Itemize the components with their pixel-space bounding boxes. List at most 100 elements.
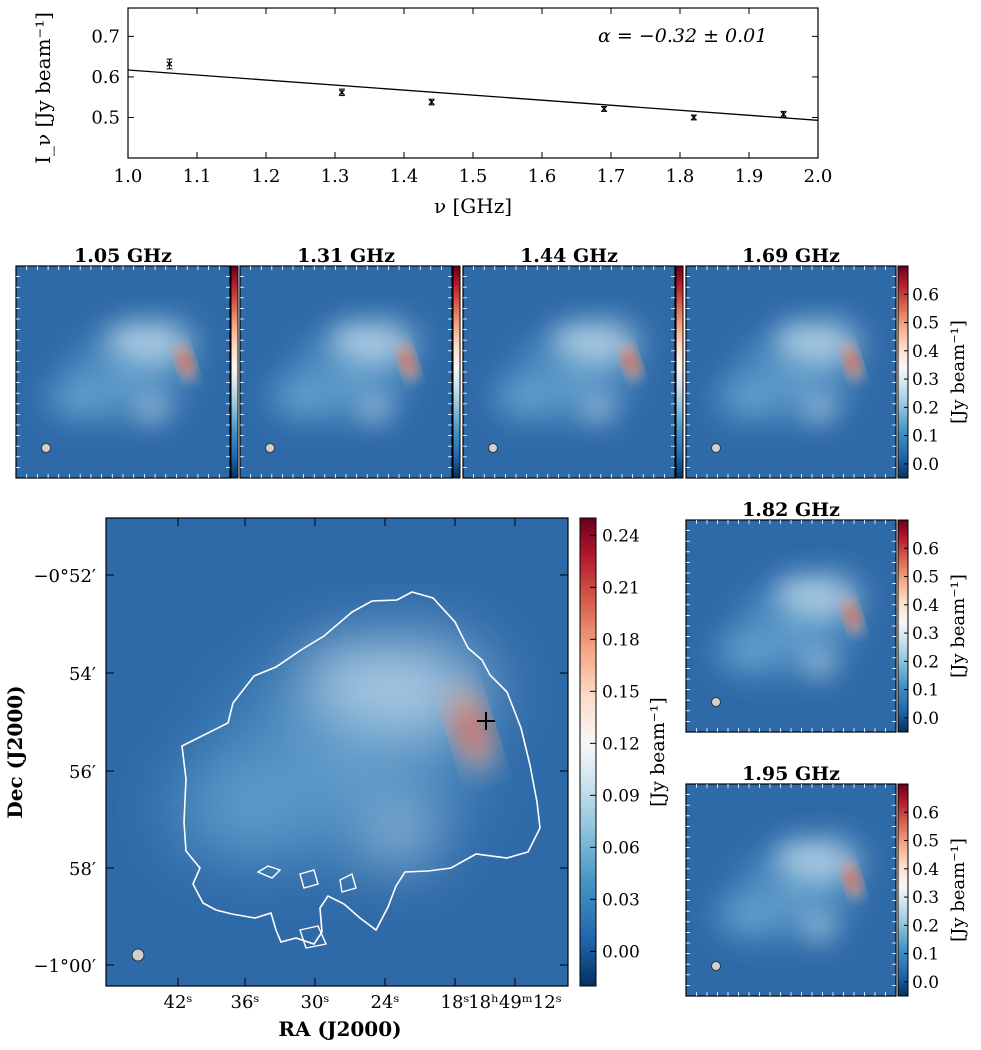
- map-panel-colorbar-tick-label: 0.3: [912, 888, 939, 908]
- spectrum-x-tick-label: 1.7: [597, 166, 626, 187]
- main-colorbar-tick-label: 0.06: [602, 838, 640, 858]
- map-panel-beam: [41, 443, 51, 453]
- main-colorbar-tick-label: 0.09: [602, 786, 640, 806]
- spectrum-x-tick-label: 1.9: [735, 166, 764, 187]
- map-panel-beam: [488, 443, 498, 453]
- spectral-index-annotation: α = −0.32 ± 0.01: [598, 25, 767, 47]
- map-panel-colorbar-tick-label: 0.1: [912, 945, 939, 965]
- map-panel-colorbar-tick-label: 0.3: [912, 624, 939, 644]
- main-map-x-tick-label: 36ˢ: [231, 992, 260, 1013]
- map-panel-colorbar-tick-label: 0.2: [912, 916, 939, 936]
- main-colorbar-tick-label: 0.15: [602, 682, 640, 702]
- spectrum-y-tick-label: 0.6: [91, 67, 120, 88]
- spectrum-point: [428, 98, 435, 106]
- spectrum-fit-line: [127, 69, 819, 121]
- map-panel-colorbar-tick-label: 0.3: [912, 370, 939, 390]
- map-panel-colorbar: [452, 265, 461, 479]
- main-map-frame: [105, 517, 569, 987]
- spectrum-x-tick-label: 1.1: [183, 166, 212, 187]
- spectrum-plot: 1.0 1.1 1.2 1.3 1.4 1.5 1.6 1.7 1.8 1.9 2.0 0.5 0.6…: [31, 7, 833, 218]
- spectrum-x-tick-label: 1.4: [390, 166, 419, 187]
- map-panel: 1.31 GHz: [239, 245, 461, 479]
- main-map-x-tick-label: 42ˢ: [164, 992, 193, 1013]
- map-panel-colorbar-tick-label: 0.4: [912, 342, 939, 362]
- main-map-x-tick-label: 24ˢ: [371, 992, 400, 1013]
- map-panel-colorbar-tick-label: 0.5: [912, 568, 939, 588]
- spectrum-y-tick-label: 0.5: [91, 107, 120, 128]
- main-map-y-ticks: −0°52′ 54′ 56′ 58′ −1°00′: [33, 566, 568, 977]
- main-colorbar-tick-label: 0.18: [602, 630, 640, 650]
- main-map-x-tick-label: 18ʰ49ᵐ12ˢ: [468, 992, 562, 1013]
- map-panel-colorbar-label: [Jy beam⁻¹]: [948, 574, 969, 678]
- map-panel-colorbar-tick-label: 0.4: [912, 596, 939, 616]
- map-panel-colorbar: [675, 265, 684, 479]
- map-panel-colorbar-tick-label: 0.4: [912, 860, 939, 880]
- map-panel-colorbar-tick-label: 0.6: [912, 285, 939, 305]
- map-panel-colorbar-tick-label: 0.2: [912, 398, 939, 418]
- spectrum-point: [690, 114, 697, 121]
- spectrum-x-tick-label: 1.3: [321, 166, 350, 187]
- main-map-contour: [181, 591, 541, 945]
- spectrum-x-label: ν [GHz]: [434, 194, 512, 218]
- spectrum-y-tick-label: 0.7: [91, 26, 120, 47]
- map-panel-colorbar-tick-label: 0.6: [912, 539, 939, 559]
- spectrum-point: [338, 88, 345, 97]
- spectrum-point: [780, 110, 787, 118]
- map-panel-colorbar-tick-label: 0.0: [912, 973, 939, 993]
- map-panel-colorbar-tick-label: 0.5: [912, 832, 939, 852]
- map-panel-colorbar: [897, 519, 909, 733]
- map-panel: 1.95 GHz 0.0 0.1 0.2 0.3 0.4 0.5 0.6 [Jy beam⁻¹]: [685, 763, 969, 997]
- map-panel: 1.69 GHz 0.0 0.1 0.2 0.3 0.4 0.5 0.6 [Jy beam⁻¹]: [685, 245, 969, 479]
- map-panel-beam: [711, 697, 721, 707]
- spectrum-point: [601, 106, 608, 112]
- map-panel-colorbar-tick-label: 0.6: [912, 803, 939, 823]
- map-panel-beam: [711, 961, 721, 971]
- main-map-y-tick-label: 58′: [69, 859, 96, 880]
- main-map-y-tick-label: −0°52′: [33, 566, 96, 587]
- main-colorbar-tick-label: 0.21: [602, 578, 640, 598]
- spectrum-x-tick-label: 2.0: [804, 166, 833, 187]
- main-map-x-tick-label: 30ˢ: [301, 992, 330, 1013]
- main-map-y-tick-label: −1°00′: [33, 956, 96, 977]
- map-panel: 1.44 GHz: [462, 245, 684, 479]
- spectrum-x-tick-label: 1.2: [252, 166, 281, 187]
- map-panel-beam: [265, 443, 275, 453]
- spectrum-point: [166, 58, 173, 70]
- map-panel: 1.05 GHz: [15, 245, 239, 479]
- main-colorbar-label: [Jy beam⁻¹]: [647, 697, 669, 807]
- main-colorbar-tick-label: 0.24: [602, 526, 640, 546]
- map-panel-colorbar-tick-label: 0.2: [912, 652, 939, 672]
- map-panel-title: 1.44 GHz: [520, 245, 618, 267]
- map-panel-colorbar-label: [Jy beam⁻¹]: [948, 838, 969, 942]
- small-map-panels: 1.05 GHz 1.31 GHz 1.44 GHz 1.69 GHz 0.0 0.1 0.…: [15, 245, 969, 997]
- map-panel-colorbar: [230, 265, 239, 479]
- spectrum-y-label: I_ν [Jy beam⁻¹]: [31, 12, 55, 164]
- map-panel-beam: [711, 443, 721, 453]
- main-map-x-label: RA (J2000): [278, 1017, 401, 1041]
- main-colorbar-tick-label: 0.00: [602, 942, 640, 962]
- spectrum-points: [166, 58, 787, 121]
- map-panel-colorbar-tick-label: 0.1: [912, 681, 939, 701]
- map-panel-title: 1.05 GHz: [74, 245, 172, 267]
- spectrum-x-tick-label: 1.0: [114, 166, 143, 187]
- main-colorbar-ticks: 0.00 0.03 0.06 0.09 0.12 0.15 0.18 0.21 0.24: [590, 526, 640, 962]
- map-panel-title: 1.82 GHz: [742, 499, 840, 521]
- spectrum-x-tick-label: 1.8: [666, 166, 695, 187]
- spectrum-x-tick-label: 1.5: [459, 166, 488, 187]
- map-panel-colorbar-label: [Jy beam⁻¹]: [948, 320, 969, 424]
- main-map-beam: [131, 948, 145, 962]
- main-map-marker: [477, 712, 495, 730]
- main-map-y-tick-label: 56′: [69, 762, 96, 783]
- main-colorbar-tick-label: 0.12: [602, 734, 640, 754]
- spectrum-x-tick-label: 1.6: [528, 166, 557, 187]
- main-map-contour-holes: [256, 865, 357, 949]
- map-panel-title: 1.69 GHz: [742, 245, 840, 267]
- map-panel-colorbar-tick-label: 0.0: [912, 455, 939, 475]
- main-map-y-label: Dec (J2000): [3, 685, 27, 818]
- map-panel-title: 1.31 GHz: [297, 245, 395, 267]
- map-panel-colorbar: [897, 265, 909, 479]
- map-panel-colorbar-tick-label: 0.0: [912, 709, 939, 729]
